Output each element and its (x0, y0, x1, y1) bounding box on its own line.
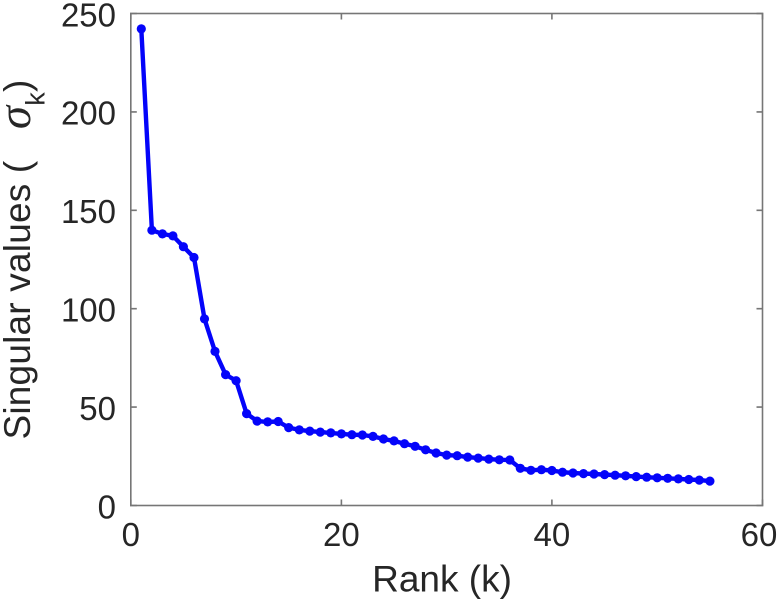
svg-text:100: 100 (61, 292, 116, 329)
svg-text:20: 20 (323, 516, 360, 553)
svg-text:150: 150 (61, 193, 116, 230)
svg-text:Singular values ( σk): Singular values ( σk) (0, 79, 51, 439)
svg-text:50: 50 (79, 390, 116, 427)
svg-text:60: 60 (741, 516, 778, 553)
svg-text:40: 40 (534, 516, 571, 553)
svg-text:Rank (k): Rank (k) (372, 559, 512, 600)
svg-text:250: 250 (61, 0, 116, 33)
svg-text:0: 0 (122, 516, 140, 553)
svg-text:0: 0 (98, 488, 116, 525)
svg-text:200: 200 (61, 95, 116, 132)
